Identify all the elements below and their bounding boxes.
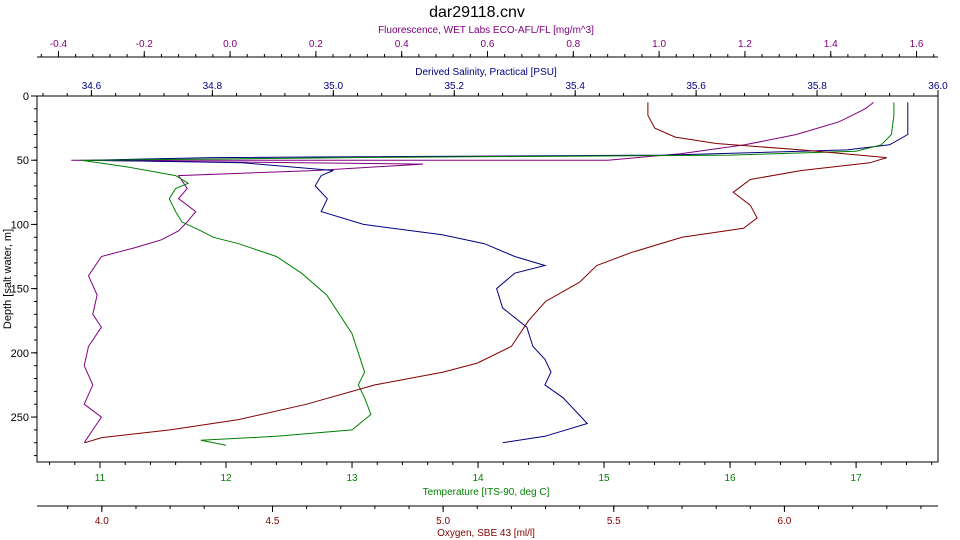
salinity-ticks: 34.6 34.8 35.0 35.2 35.4 35.6 35.8 36.0 bbox=[42, 81, 948, 96]
temperature-line bbox=[81, 102, 895, 446]
oxygen-tick-label: 4.0 bbox=[95, 516, 109, 527]
depth-tick-label: 250 bbox=[11, 412, 29, 424]
temperature-axis-label: Temperature [ITS-90, deg C] bbox=[423, 487, 550, 498]
depth-tick-label: 200 bbox=[11, 348, 29, 360]
temperature-axis: 11 12 13 14 15 16 17 Temperature [ITS-90, deg … bbox=[49, 462, 933, 498]
fluorescence-tick-label: 0.8 bbox=[566, 39, 580, 50]
depth-tick-label: 0 bbox=[23, 91, 29, 103]
temperature-tick-label: 12 bbox=[220, 473, 232, 484]
depth-axis-label: Depth [salt water, m] bbox=[2, 229, 14, 329]
fluorescence-tick-label: 1.0 bbox=[652, 39, 666, 50]
oxygen-tick-label: 5.0 bbox=[436, 516, 450, 527]
salinity-tick-label: 35.0 bbox=[324, 81, 344, 92]
fluorescence-axis-label: Fluorescence, WET Labs ECO-AFL/FL [mg/m^… bbox=[378, 25, 594, 36]
oxygen-axis-label: Oxygen, SBE 43 [ml/l] bbox=[437, 528, 535, 539]
depth-tick-label: 100 bbox=[11, 219, 29, 231]
salinity-tick-label: 35.6 bbox=[686, 81, 706, 92]
temperature-ticks: 11 12 13 14 15 16 17 bbox=[49, 462, 933, 484]
oxygen-axis: 4.0 4.5 5.0 5.5 6.0 Oxygen, SBE 43 [ml/l] bbox=[37, 505, 938, 539]
oxygen-tick-label: 4.5 bbox=[266, 516, 280, 527]
fluorescence-tick-label: 1.2 bbox=[738, 39, 752, 50]
salinity-tick-label: 35.4 bbox=[565, 81, 585, 92]
depth-tick-label: 50 bbox=[17, 155, 29, 167]
depth-ticks: 0 50 100 150 200 250 bbox=[11, 91, 37, 457]
fluorescence-tick-label: 0.4 bbox=[395, 39, 409, 50]
temperature-tick-label: 16 bbox=[725, 473, 737, 484]
plot-area bbox=[36, 95, 939, 463]
salinity-axis: Derived Salinity, Practical [PSU] 34.6 34… bbox=[42, 67, 948, 96]
salinity-axis-label: Derived Salinity, Practical [PSU] bbox=[415, 67, 557, 78]
salinity-tick-label: 35.8 bbox=[807, 81, 827, 92]
depth-axis: Depth [salt water, m] 0 50 100 150 200 250 bbox=[2, 91, 37, 457]
oxygen-line bbox=[84, 102, 887, 444]
fluorescence-ticks: -0.4 -0.2 0.0 0.2 0.4 0.6 0.8 1.0 1.2 1.4 1.6 bbox=[40, 39, 935, 57]
fluorescence-axis: Fluorescence, WET Labs ECO-AFL/FL [mg/m^… bbox=[37, 25, 938, 58]
derived-salinity-line bbox=[91, 102, 909, 444]
fluorescence-tick-label: 1.4 bbox=[824, 39, 838, 50]
temperature-tick-label: 15 bbox=[599, 473, 611, 484]
salinity-tick-label: 36.0 bbox=[928, 81, 948, 92]
fluorescence-tick-label: 0.6 bbox=[481, 39, 495, 50]
fluorescence-tick-label: 0.2 bbox=[309, 39, 323, 50]
fluorescence-tick-label: -0.4 bbox=[50, 39, 68, 50]
temperature-tick-label: 13 bbox=[346, 473, 358, 484]
salinity-tick-label: 35.2 bbox=[445, 81, 465, 92]
oxygen-tick-label: 6.0 bbox=[777, 516, 791, 527]
fluorescence-tick-label: -0.2 bbox=[136, 39, 154, 50]
fluorescence-tick-label: 1.6 bbox=[910, 39, 924, 50]
series-layer bbox=[71, 102, 909, 446]
temperature-tick-label: 11 bbox=[95, 473, 106, 484]
temperature-tick-label: 17 bbox=[851, 473, 863, 484]
oxygen-ticks: 4.0 4.5 5.0 5.5 6.0 bbox=[67, 506, 922, 527]
fluorescence-tick-label: 0.0 bbox=[223, 39, 237, 50]
fluorescence-line bbox=[71, 102, 874, 443]
oxygen-tick-label: 5.5 bbox=[607, 516, 621, 527]
salinity-tick-label: 34.6 bbox=[82, 81, 102, 92]
depth-tick-label: 150 bbox=[11, 284, 29, 296]
chart-title: dar29118.cnv bbox=[429, 4, 525, 21]
temperature-tick-label: 14 bbox=[472, 473, 484, 484]
salinity-tick-label: 34.8 bbox=[203, 81, 223, 92]
